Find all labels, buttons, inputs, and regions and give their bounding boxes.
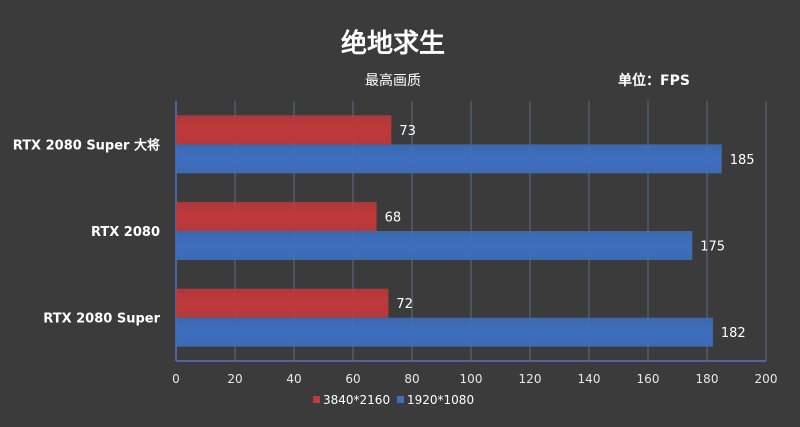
value-label: 68: [385, 211, 402, 226]
unit-label: 单位：FPS: [618, 72, 690, 89]
x-tick-label-180: 180: [696, 372, 719, 386]
x-tick-label-200: 200: [755, 372, 778, 386]
bar-1080p: [176, 317, 713, 347]
legend: 3840*2160 1920*1080: [313, 393, 474, 407]
x-tick-label-40: 40: [286, 372, 301, 386]
x-tick-label-140: 140: [578, 372, 601, 386]
x-tick-label-160: 160: [637, 372, 660, 386]
category-label: RTX 2080 Super: [43, 312, 160, 327]
bar-4k: [176, 115, 392, 145]
category-label: RTX 2080 Super 大将: [13, 137, 160, 153]
value-label: 175: [700, 240, 725, 255]
x-tick-label-100: 100: [460, 372, 483, 386]
value-label: 73: [399, 124, 416, 139]
category-label: RTX 2080: [91, 225, 160, 240]
bar-4k: [176, 202, 377, 231]
value-label: 182: [721, 326, 746, 341]
legend-swatch: [397, 396, 404, 403]
legend-swatch: [313, 396, 320, 403]
x-tick-label-120: 120: [519, 372, 542, 386]
labels: 0 20 40 60 80 100 120 140 160 180 200 RTX 2080 Supe…: [13, 124, 778, 386]
value-label: 185: [730, 153, 755, 168]
legend-label: 3840*2160: [323, 393, 390, 407]
legend-label: 1920*1080: [407, 393, 474, 407]
bar-4k: [176, 288, 389, 318]
x-tick-label-20: 20: [227, 372, 242, 386]
bar-1080p: [176, 231, 693, 260]
x-tick-label-60: 60: [345, 372, 360, 386]
chart-subtitle: 最高画质: [365, 72, 421, 89]
value-label: 72: [396, 297, 413, 312]
chart-title: 绝地求生: [341, 28, 445, 59]
x-tick-label-0: 0: [172, 372, 180, 386]
x-tick-label-80: 80: [404, 372, 419, 386]
bar-1080p: [176, 144, 722, 174]
bars: [176, 115, 722, 347]
